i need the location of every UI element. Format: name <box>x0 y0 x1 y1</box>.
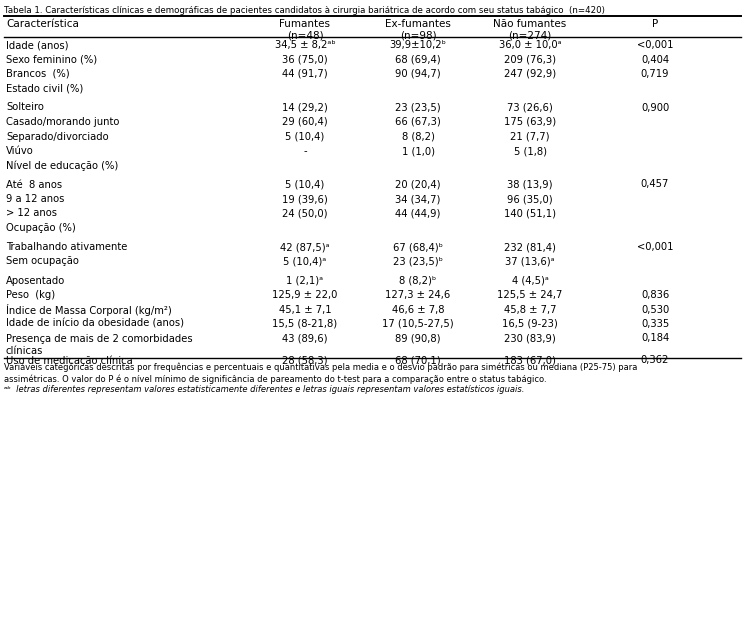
Text: 15,5 (8-21,8): 15,5 (8-21,8) <box>273 319 337 329</box>
Text: 39,9±10,2ᵇ: 39,9±10,2ᵇ <box>390 40 446 50</box>
Text: 209 (76,3): 209 (76,3) <box>504 55 556 65</box>
Text: 20 (20,4): 20 (20,4) <box>396 179 441 189</box>
Text: 38 (13,9): 38 (13,9) <box>507 179 553 189</box>
Text: 125,9 ± 22,0: 125,9 ± 22,0 <box>273 290 337 300</box>
Text: Idade (anos): Idade (anos) <box>6 40 69 50</box>
Text: 23 (23,5)ᵇ: 23 (23,5)ᵇ <box>393 257 443 267</box>
Text: Peso  (kg): Peso (kg) <box>6 290 55 300</box>
Text: 68 (69,4): 68 (69,4) <box>395 55 441 65</box>
Text: 37 (13,6)ᵃ: 37 (13,6)ᵃ <box>505 257 555 267</box>
Text: 34,5 ± 8,2ᵃᵇ: 34,5 ± 8,2ᵃᵇ <box>275 40 335 50</box>
Text: 0,184: 0,184 <box>641 333 669 343</box>
Text: 0,900: 0,900 <box>641 103 669 113</box>
Text: Idade de início da obesidade (anos): Idade de início da obesidade (anos) <box>6 319 184 329</box>
Text: 0,362: 0,362 <box>641 355 669 365</box>
Text: Não fumantes
(n=274): Não fumantes (n=274) <box>493 19 567 41</box>
Text: Viúvo: Viúvo <box>6 146 34 156</box>
Text: P: P <box>652 19 658 29</box>
Text: 24 (50,0): 24 (50,0) <box>282 208 328 218</box>
Text: Tabela 1. Características clínicas e demográficas de pacientes candidatos à ciru: Tabela 1. Características clínicas e dem… <box>4 6 605 15</box>
Text: 1 (1,0): 1 (1,0) <box>402 146 434 156</box>
Text: 96 (35,0): 96 (35,0) <box>507 194 553 204</box>
Text: Variáveis categóricas descritas por frequências e percentuais e quantitativas pe: Variáveis categóricas descritas por freq… <box>4 362 638 384</box>
Text: 0,335: 0,335 <box>641 319 669 329</box>
Text: 0,404: 0,404 <box>641 55 669 65</box>
Text: 16,5 (9-23): 16,5 (9-23) <box>502 319 558 329</box>
Text: Sem ocupação: Sem ocupação <box>6 257 79 267</box>
Text: 73 (26,6): 73 (26,6) <box>507 103 553 113</box>
Text: 66 (67,3): 66 (67,3) <box>395 117 441 127</box>
Text: 19 (39,6): 19 (39,6) <box>282 194 328 204</box>
Text: 67 (68,4)ᵇ: 67 (68,4)ᵇ <box>393 242 443 252</box>
Text: 125,5 ± 24,7: 125,5 ± 24,7 <box>498 290 562 300</box>
Text: 90 (94,7): 90 (94,7) <box>395 69 441 79</box>
Text: 9 a 12 anos: 9 a 12 anos <box>6 194 64 204</box>
Text: 23 (23,5): 23 (23,5) <box>395 103 441 113</box>
Text: 0,836: 0,836 <box>641 290 669 300</box>
Text: 45,1 ± 7,1: 45,1 ± 7,1 <box>279 304 332 314</box>
Text: 21 (7,7): 21 (7,7) <box>510 131 550 142</box>
Text: Separado/divorciado: Separado/divorciado <box>6 131 109 142</box>
Text: Aposentado: Aposentado <box>6 276 66 286</box>
Text: Casado/morando junto: Casado/morando junto <box>6 117 119 127</box>
Text: ᵃᵇ  letras diferentes representam valores estatisticamente diferentes e letras i: ᵃᵇ letras diferentes representam valores… <box>4 384 524 394</box>
Text: 4 (4,5)ᵃ: 4 (4,5)ᵃ <box>512 276 548 286</box>
Text: <0,001: <0,001 <box>637 242 673 252</box>
Text: -: - <box>303 146 307 156</box>
Text: Ex-fumantes
(n=98): Ex-fumantes (n=98) <box>385 19 451 41</box>
Text: 42 (87,5)ᵃ: 42 (87,5)ᵃ <box>280 242 330 252</box>
Text: 36,0 ± 10,0ᵃ: 36,0 ± 10,0ᵃ <box>498 40 561 50</box>
Text: 5 (10,4): 5 (10,4) <box>285 179 325 189</box>
Text: Característica: Característica <box>6 19 79 29</box>
Text: Brancos  (%): Brancos (%) <box>6 69 69 79</box>
Text: Nível de educação (%): Nível de educação (%) <box>6 160 118 171</box>
Text: 45,8 ± 7,7: 45,8 ± 7,7 <box>504 304 557 314</box>
Text: 44 (91,7): 44 (91,7) <box>282 69 328 79</box>
Text: 8 (8,2): 8 (8,2) <box>402 131 434 142</box>
Text: Estado civil (%): Estado civil (%) <box>6 84 83 94</box>
Text: 230 (83,9): 230 (83,9) <box>504 333 556 343</box>
Text: <0,001: <0,001 <box>637 40 673 50</box>
Text: 0,719: 0,719 <box>641 69 669 79</box>
Text: Até  8 anos: Até 8 anos <box>6 179 62 189</box>
Text: Ocupação (%): Ocupação (%) <box>6 223 76 233</box>
Text: 68 (70,1): 68 (70,1) <box>395 355 441 365</box>
Text: Sexo feminino (%): Sexo feminino (%) <box>6 55 97 65</box>
Text: 140 (51,1): 140 (51,1) <box>504 208 556 218</box>
Text: 29 (60,4): 29 (60,4) <box>282 117 328 127</box>
Text: 175 (63,9): 175 (63,9) <box>504 117 556 127</box>
Text: Fumantes
(n=48): Fumantes (n=48) <box>279 19 331 41</box>
Text: 183 (67,0): 183 (67,0) <box>504 355 556 365</box>
Text: 14 (29,2): 14 (29,2) <box>282 103 328 113</box>
Text: 0,530: 0,530 <box>641 304 669 314</box>
Text: Trabalhando ativamente: Trabalhando ativamente <box>6 242 127 252</box>
Text: Índice de Massa Corporal (kg/m²): Índice de Massa Corporal (kg/m²) <box>6 304 172 316</box>
Text: 247 (92,9): 247 (92,9) <box>504 69 556 79</box>
Text: 0,457: 0,457 <box>641 179 669 189</box>
Text: > 12 anos: > 12 anos <box>6 208 57 218</box>
Text: 5 (1,8): 5 (1,8) <box>513 146 547 156</box>
Text: 43 (89,6): 43 (89,6) <box>282 333 328 343</box>
Text: Solteiro: Solteiro <box>6 103 44 113</box>
Text: 1 (2,1)ᵃ: 1 (2,1)ᵃ <box>286 276 323 286</box>
Text: 232 (81,4): 232 (81,4) <box>504 242 556 252</box>
Text: 17 (10,5-27,5): 17 (10,5-27,5) <box>382 319 454 329</box>
Text: 28 (58,3): 28 (58,3) <box>282 355 328 365</box>
Text: 5 (10,4): 5 (10,4) <box>285 131 325 142</box>
Text: Presença de mais de 2 comorbidades
clínicas: Presença de mais de 2 comorbidades clíni… <box>6 333 193 355</box>
Text: 34 (34,7): 34 (34,7) <box>396 194 441 204</box>
Text: 5 (10,4)ᵃ: 5 (10,4)ᵃ <box>283 257 326 267</box>
Text: 8 (8,2)ᵇ: 8 (8,2)ᵇ <box>399 276 437 286</box>
Text: 44 (44,9): 44 (44,9) <box>396 208 441 218</box>
Text: 89 (90,8): 89 (90,8) <box>396 333 441 343</box>
Text: 127,3 ± 24,6: 127,3 ± 24,6 <box>385 290 451 300</box>
Text: 46,6 ± 7,8: 46,6 ± 7,8 <box>392 304 444 314</box>
Text: 36 (75,0): 36 (75,0) <box>282 55 328 65</box>
Text: Uso de medicação clínica: Uso de medicação clínica <box>6 355 133 366</box>
